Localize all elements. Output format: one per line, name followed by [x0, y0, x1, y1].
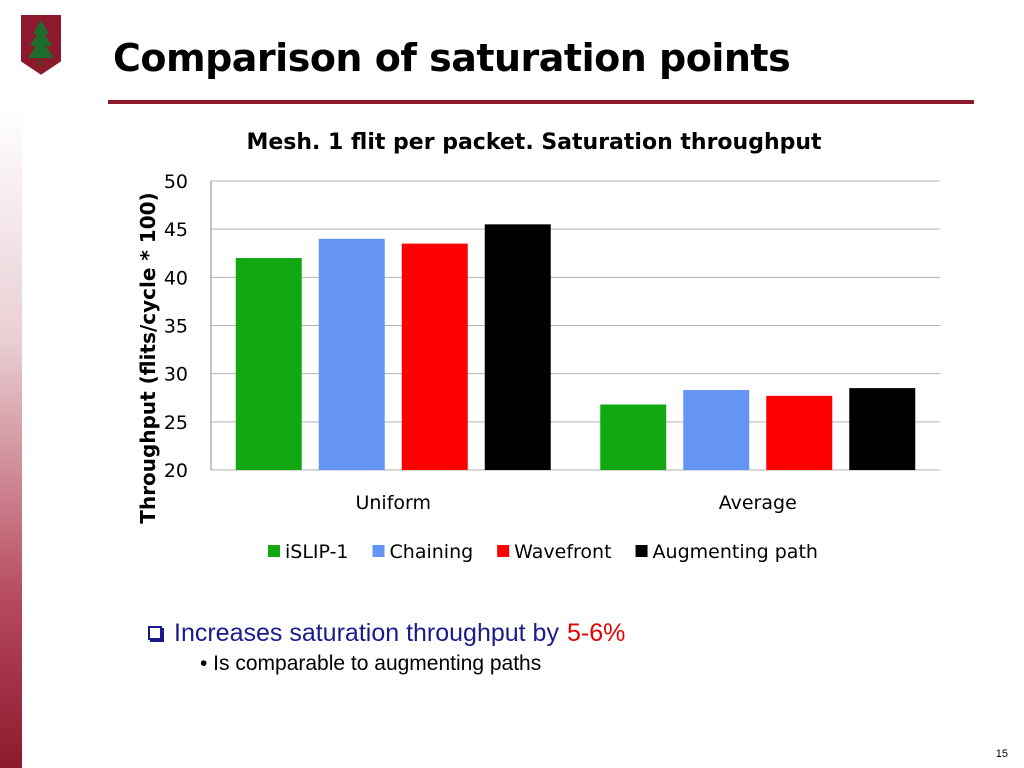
bar-chaining-average: [683, 390, 750, 470]
y-tick-label: 40: [164, 267, 188, 289]
title-divider: [108, 100, 974, 104]
bar-augmenting-path-average: [849, 388, 916, 470]
y-tick-label: 35: [164, 316, 188, 338]
legend-label: Wavefront: [514, 541, 611, 563]
legend-swatch: [372, 545, 385, 557]
x-category-label: Average: [719, 492, 797, 514]
legend-swatch: [497, 545, 510, 557]
chart-title: Mesh. 1 flit per packet. Saturation thro…: [246, 130, 822, 155]
bars: [235, 224, 916, 470]
legend-label: Augmenting path: [653, 541, 818, 563]
legend-label: iSLIP-1: [285, 541, 349, 563]
legend-label: Chaining: [390, 541, 474, 563]
y-tick-label: 20: [164, 460, 188, 482]
page-number: 15: [995, 748, 1008, 760]
y-axis-label: Throughput (flits/cycle * 100): [136, 192, 160, 523]
x-category-label: Uniform: [355, 492, 431, 514]
axes: 20 25 30 35 40 45 50 Uniform Average: [164, 171, 797, 514]
checkbox-bullet-icon: [148, 626, 162, 640]
bar-islip-1-average: [600, 404, 667, 470]
chart-legend: iSLIP-1 Chaining Wavefront Augmenting path: [268, 541, 818, 563]
y-tick-label: 30: [164, 364, 188, 386]
legend-swatch: [268, 545, 280, 557]
saturation-throughput-chart: Mesh. 1 flit per packet. Saturation thro…: [136, 130, 940, 563]
y-tick-label: 45: [164, 219, 188, 241]
decorative-side-band: [0, 108, 22, 768]
bar-wavefront-uniform: [401, 243, 468, 470]
stanford-logo-icon: [19, 13, 63, 78]
bullet-list: Increases saturation throughput by 5-6% …: [148, 618, 625, 676]
sub-bullet: • Is comparable to augmenting paths: [200, 652, 542, 675]
bar-chaining-uniform: [318, 238, 385, 470]
main-bullet: Increases saturation throughput by 5-6%: [148, 618, 625, 648]
bar-augmenting-path-uniform: [484, 224, 551, 470]
legend-swatch: [635, 545, 648, 557]
y-tick-label: 50: [164, 171, 188, 193]
y-tick-label: 25: [164, 412, 188, 434]
bar-wavefront-average: [766, 395, 833, 470]
page-title: Comparison of saturation points: [113, 36, 791, 80]
highlight-value: 5-6%: [566, 619, 626, 647]
main-bullet-text: Increases saturation throughput by: [174, 619, 559, 647]
bar-islip-1-uniform: [235, 258, 302, 470]
